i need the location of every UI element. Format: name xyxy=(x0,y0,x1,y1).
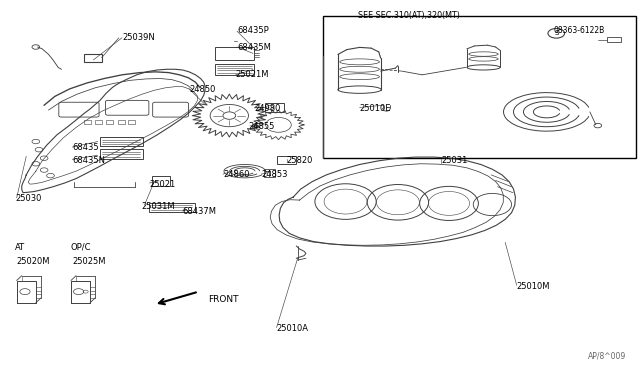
Text: AP/8^009: AP/8^009 xyxy=(588,352,627,361)
Bar xyxy=(118,120,125,124)
Text: 24855: 24855 xyxy=(248,122,275,131)
Text: 25020M: 25020M xyxy=(17,257,50,266)
Text: 68435P: 68435P xyxy=(237,26,269,35)
Text: 08363-6122B: 08363-6122B xyxy=(553,26,604,35)
Text: 25010A: 25010A xyxy=(276,324,308,333)
Bar xyxy=(214,64,254,75)
Bar xyxy=(95,120,102,124)
Text: 25021M: 25021M xyxy=(236,70,269,79)
Bar xyxy=(276,155,296,164)
Text: FRONT: FRONT xyxy=(208,295,239,304)
Bar xyxy=(607,37,621,42)
Bar xyxy=(265,103,284,112)
Bar xyxy=(106,120,113,124)
Bar xyxy=(149,203,195,212)
Text: 25031M: 25031M xyxy=(141,202,175,211)
Text: 68435M: 68435M xyxy=(237,42,271,51)
Text: 24850: 24850 xyxy=(189,85,216,94)
Text: SEE SEC.310(AT),320(MT): SEE SEC.310(AT),320(MT) xyxy=(358,11,460,20)
Text: 25010E: 25010E xyxy=(360,104,391,113)
Text: 68435N: 68435N xyxy=(72,155,105,164)
Bar xyxy=(264,169,275,177)
Bar xyxy=(129,120,136,124)
Text: 25010M: 25010M xyxy=(516,282,550,291)
Text: OP/C: OP/C xyxy=(71,243,92,251)
Bar xyxy=(152,176,170,186)
Text: 25030: 25030 xyxy=(15,195,42,203)
Text: AT: AT xyxy=(15,243,25,251)
Bar xyxy=(214,47,254,60)
Bar xyxy=(100,137,143,146)
Text: 68435: 68435 xyxy=(72,142,99,151)
Text: S: S xyxy=(554,30,559,36)
Bar xyxy=(84,54,102,62)
Text: 25820: 25820 xyxy=(287,155,313,164)
Text: 25025M: 25025M xyxy=(72,257,106,266)
Text: 24860: 24860 xyxy=(223,170,250,179)
Text: 25031: 25031 xyxy=(442,155,468,164)
Text: 24853: 24853 xyxy=(261,170,288,179)
Text: 24980: 24980 xyxy=(255,104,281,113)
Bar xyxy=(323,16,636,158)
Text: 25021: 25021 xyxy=(150,180,176,189)
Bar xyxy=(100,149,143,159)
Bar xyxy=(84,120,91,124)
Text: 68437M: 68437M xyxy=(182,208,217,217)
Text: 25039N: 25039N xyxy=(122,33,155,42)
